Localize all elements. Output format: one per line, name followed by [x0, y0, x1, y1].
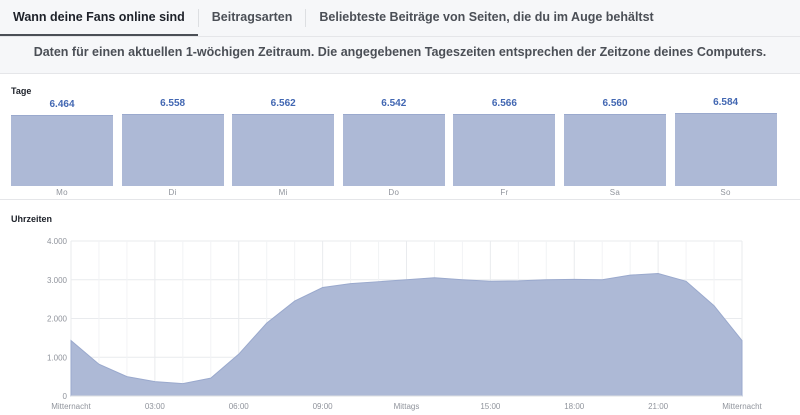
day-value-label: 6.542: [381, 97, 407, 109]
y-tick-label: 2.000: [47, 315, 68, 324]
day-category-label: So: [720, 188, 731, 197]
day-value-label: 6.566: [491, 97, 517, 109]
day-bar[interactable]: [564, 113, 666, 186]
hour-data-point[interactable]: [601, 278, 604, 281]
hour-data-point[interactable]: [545, 278, 548, 281]
day-category-label: Mo: [56, 188, 68, 197]
days-section-label: Tage: [11, 86, 32, 96]
hour-data-point[interactable]: [489, 280, 492, 283]
hour-data-point[interactable]: [209, 377, 212, 380]
day-bar[interactable]: [453, 113, 556, 186]
day-value-label: 6.558: [160, 97, 186, 109]
y-tick-label: 0: [63, 392, 68, 401]
x-tick-label: 21:00: [648, 402, 669, 411]
day-value-label: 6.464: [49, 98, 75, 110]
day-column-so[interactable]: 6.584 So: [674, 0, 777, 200]
x-tick-label: 09:00: [313, 402, 334, 411]
day-category-label: Mi: [278, 188, 288, 197]
day-value-label: 6.560: [602, 97, 628, 109]
x-tick-label: 06:00: [229, 402, 250, 411]
tab-top-posts-watched-pages[interactable]: Beliebteste Beiträge von Seiten, die du …: [319, 10, 654, 24]
y-tick-label: 1.000: [47, 353, 68, 362]
hour-data-point[interactable]: [70, 339, 73, 342]
day-bar[interactable]: [11, 114, 113, 186]
day-bar[interactable]: [342, 113, 445, 186]
hour-data-point[interactable]: [713, 304, 716, 307]
hour-data-point[interactable]: [517, 279, 520, 282]
day-bar[interactable]: [674, 113, 777, 186]
x-tick-label: 18:00: [564, 402, 585, 411]
x-tick-label: Mitternacht: [51, 402, 91, 411]
hour-data-point[interactable]: [125, 375, 128, 378]
x-tick-label: 03:00: [145, 402, 166, 411]
hours-area-chart: 0 1.000 2.000 3.000 4.000 Mitternacht 03:00 06:…: [47, 237, 763, 411]
hour-data-point[interactable]: [433, 276, 436, 279]
day-category-label: Sa: [609, 188, 621, 197]
tab-divider: [197, 9, 199, 27]
hour-data-point[interactable]: [181, 382, 184, 385]
day-category-label: Di: [168, 188, 177, 197]
day-column-fr[interactable]: 6.566 Fr: [453, 0, 556, 200]
day-column-do[interactable]: 6.542 Do: [342, 0, 445, 200]
tab-bar: Wann deine Fans online sind Beitragsarte…: [0, 0, 800, 37]
x-tick-label: 15:00: [480, 402, 501, 411]
tab-divider: [305, 9, 307, 27]
day-category-label: Fr: [500, 188, 509, 197]
day-category-label: Do: [388, 188, 400, 197]
hours-area-series: [70, 273, 743, 397]
day-value-label: 6.562: [270, 97, 296, 109]
hour-data-point[interactable]: [237, 353, 240, 356]
y-tick-label: 4.000: [47, 237, 68, 246]
day-bar[interactable]: [232, 113, 335, 186]
day-column-di[interactable]: 6.558 Di: [121, 0, 224, 200]
hours-section-label: Uhrzeiten: [11, 214, 53, 224]
hour-data-point[interactable]: [377, 280, 380, 283]
day-column-mi[interactable]: 6.562 Mi: [232, 0, 335, 200]
x-tick-label: Mitternacht: [722, 402, 762, 411]
day-value-label: 6.584: [713, 97, 739, 109]
hour-data-point[interactable]: [321, 286, 324, 289]
hour-data-point[interactable]: [349, 282, 352, 285]
day-bar[interactable]: [121, 113, 224, 186]
hour-data-point[interactable]: [629, 274, 632, 277]
tab-online-times[interactable]: Wann deine Fans online sind: [0, 0, 198, 36]
hour-data-point[interactable]: [97, 363, 100, 366]
day-column-mo[interactable]: 6.464 Mo: [11, 0, 113, 200]
hour-data-point[interactable]: [741, 339, 744, 342]
section-divider: [0, 199, 800, 200]
hour-data-point[interactable]: [153, 380, 156, 383]
x-tick-label: Mittags: [394, 402, 420, 411]
hour-data-point[interactable]: [461, 278, 464, 281]
timezone-notice: Daten für einen aktuellen 1-wöchigen Zei…: [0, 37, 800, 74]
hour-data-point[interactable]: [405, 278, 408, 281]
hour-data-point[interactable]: [657, 272, 660, 275]
y-tick-label: 3.000: [47, 276, 68, 285]
hour-data-point[interactable]: [293, 300, 296, 303]
hour-data-point[interactable]: [685, 280, 688, 283]
day-column-sa[interactable]: 6.560 Sa: [564, 0, 666, 200]
hour-data-point[interactable]: [573, 278, 576, 281]
hour-data-point[interactable]: [265, 322, 268, 325]
tab-post-types[interactable]: Beitragsarten: [211, 10, 293, 24]
